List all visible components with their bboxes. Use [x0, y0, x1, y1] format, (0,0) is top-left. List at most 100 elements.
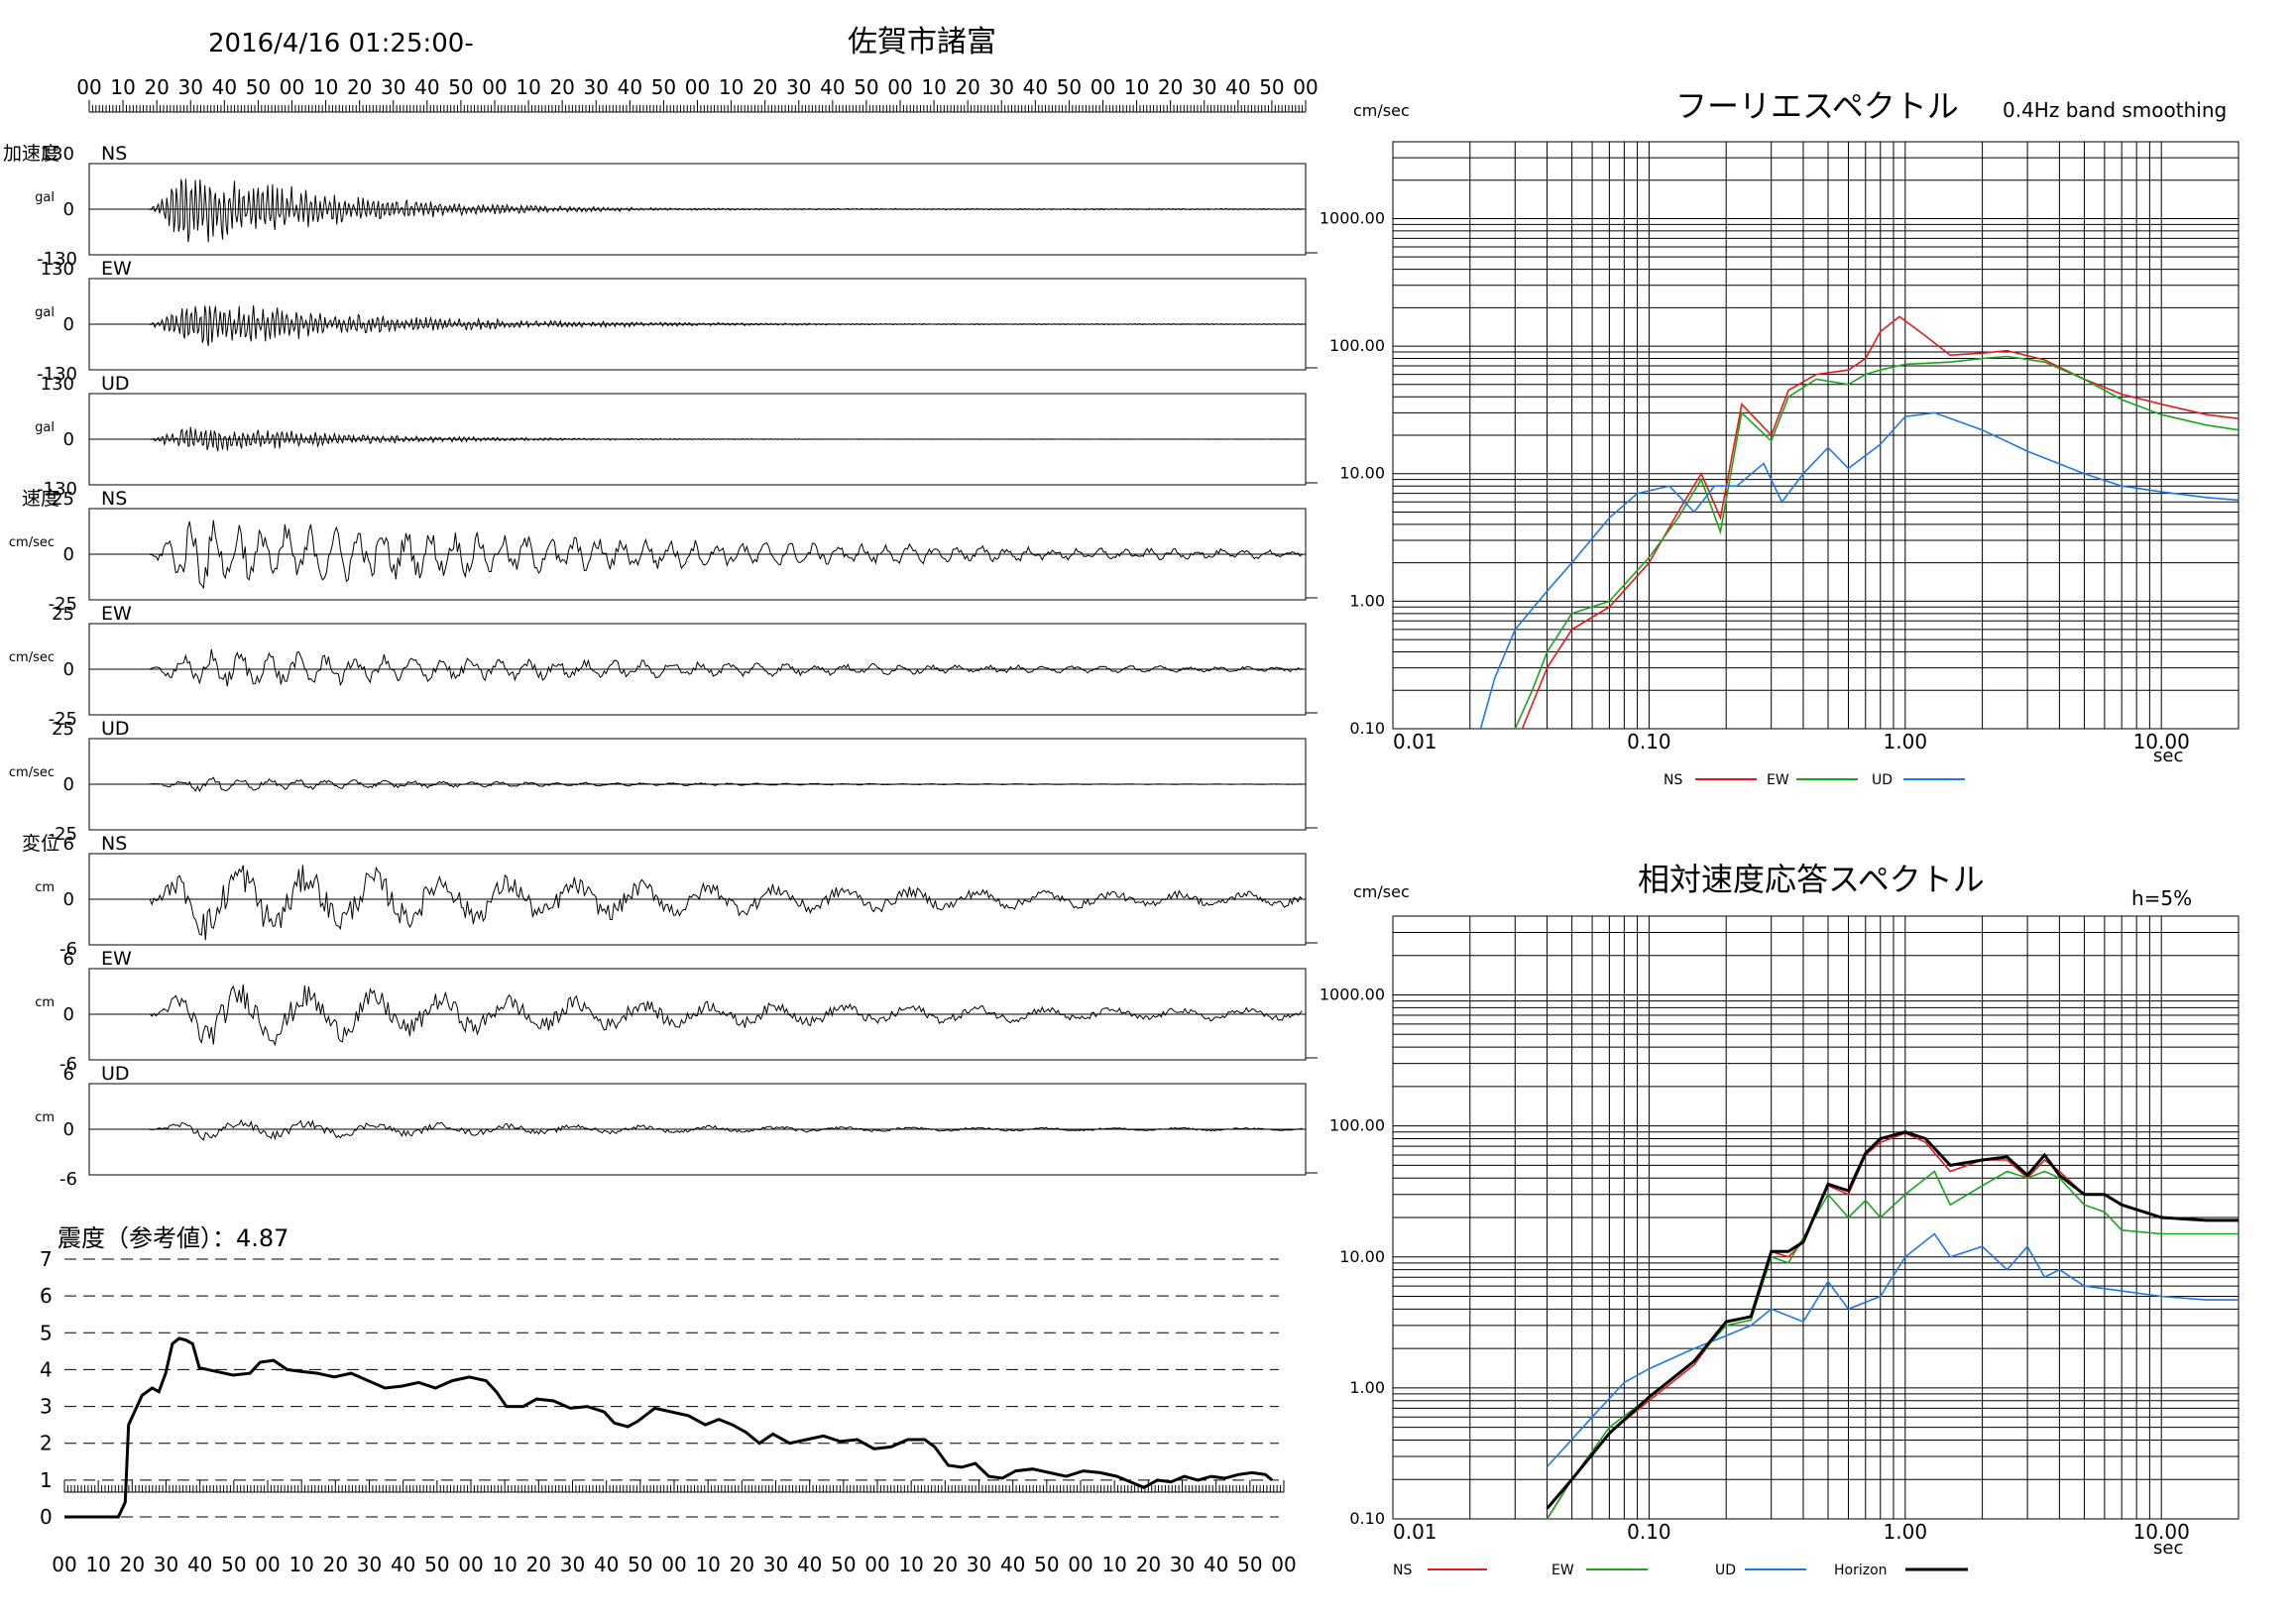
- panel-unit-label: gal: [35, 190, 55, 205]
- panel-component-label: EW: [101, 258, 132, 280]
- ytick-label: 1000.00: [1320, 985, 1385, 1004]
- fourier-subtitle: 0.4Hz band smoothing: [2003, 98, 2227, 122]
- time-tick-label: 40: [212, 75, 237, 99]
- waveform-trace: [89, 984, 1303, 1047]
- time-tick-label: 00: [76, 75, 101, 99]
- intensity-ytick-label: 6: [40, 1284, 53, 1308]
- intensity-ytick-label: 3: [40, 1395, 53, 1419]
- response-legend: NS EW UD Horizon: [1393, 1563, 1968, 1578]
- time-tick-label: 10: [1124, 75, 1149, 99]
- panel-ymin-label: -130: [37, 479, 77, 500]
- panel-ymax-label: 130: [41, 144, 74, 165]
- panel-unit-label: cm/sec: [9, 650, 55, 665]
- panel-ymin-label: -130: [37, 249, 77, 270]
- time-tick-label: 50: [1057, 75, 1082, 99]
- time-tick-label: 20: [549, 75, 574, 99]
- series-line-ew: [1546, 1170, 2239, 1520]
- time-tick-label: 20: [347, 75, 372, 99]
- panel-ymax-label: 6: [63, 949, 74, 970]
- fourier-xlabel: sec: [2153, 746, 2183, 766]
- ytick-label: 0.10: [1349, 1509, 1385, 1528]
- time-tick-label: 00: [685, 75, 710, 99]
- time-tick-label: 50: [854, 75, 878, 99]
- ytick-label: 10.00: [1339, 1247, 1385, 1266]
- waveform-panel-disp-ud: 6 0 -6 cm UD: [35, 1063, 1318, 1190]
- time-tick-label: 50: [651, 75, 676, 99]
- time-tick-label: 50: [221, 1553, 246, 1576]
- time-tick-label: 00: [864, 1553, 889, 1576]
- time-tick-label: 00: [887, 75, 912, 99]
- xtick-label: 1.00: [1884, 730, 1928, 754]
- time-tick-label: 00: [52, 1553, 76, 1576]
- panel-group-label: 速度: [22, 488, 59, 510]
- waveform-panel-accel-ns: 130 0 -130 gal NS 加速度: [3, 143, 1318, 270]
- time-tick-label: 20: [1158, 75, 1183, 99]
- panel-zero-label: 0: [63, 659, 74, 680]
- time-tick-label: 00: [1091, 75, 1115, 99]
- time-tick-label: 20: [120, 1553, 145, 1576]
- ytick-label: 10.00: [1339, 464, 1385, 483]
- xtick-label: 0.01: [1393, 730, 1437, 754]
- legend-label-ns: NS: [1664, 772, 1682, 788]
- time-tick-label: 10: [921, 75, 946, 99]
- panel-ymax-label: 130: [41, 259, 74, 280]
- time-tick-label: 20: [526, 1553, 551, 1576]
- time-tick-label: 30: [763, 1553, 788, 1576]
- time-tick-label: 50: [831, 1553, 856, 1576]
- panel-component-label: UD: [101, 373, 130, 395]
- waveform-panel-accel-ud: 130 0 -130 gal UD: [35, 373, 1318, 500]
- time-tick-label: 20: [323, 1553, 348, 1576]
- time-tick-label: 20: [933, 1553, 958, 1576]
- xtick-label: 10.00: [2133, 1520, 2190, 1544]
- waveform-panels: 1300-130galNS加速度1300-130galEW1300-130gal…: [3, 143, 1318, 1190]
- panel-component-label: EW: [101, 603, 132, 625]
- time-tick-label: 10: [313, 75, 338, 99]
- waveform-panel-vel-ud: 25 0 -25 cm/sec UD: [9, 718, 1318, 845]
- time-tick-label: 00: [458, 1553, 483, 1576]
- time-tick-label: 20: [955, 75, 979, 99]
- panel-zero-label: 0: [63, 1119, 74, 1140]
- waveform-trace: [89, 178, 1304, 243]
- panel-unit-label: cm: [35, 995, 55, 1010]
- panel-ymin-label: -6: [59, 1054, 77, 1075]
- time-tick-label: 10: [492, 1553, 517, 1576]
- waveform-trace: [89, 648, 1303, 687]
- panel-unit-label: gal: [35, 305, 55, 320]
- panel-zero-label: 0: [63, 544, 74, 565]
- panel-ymin-label: -130: [37, 364, 77, 385]
- panel-component-label: UD: [101, 718, 130, 740]
- time-tick-label: 30: [178, 75, 203, 99]
- time-tick-label: 40: [1204, 1553, 1228, 1576]
- time-tick-label: 20: [1136, 1553, 1161, 1576]
- time-tick-label: 50: [424, 1553, 449, 1576]
- time-tick-label: 10: [516, 75, 540, 99]
- ytick-label: 0.10: [1349, 719, 1385, 738]
- time-tick-label: 30: [381, 75, 405, 99]
- time-tick-label: 20: [730, 1553, 754, 1576]
- intensity-ytick-label: 4: [40, 1357, 53, 1381]
- time-tick-label: 00: [1068, 1553, 1092, 1576]
- fourier-ylabel: cm/sec: [1353, 101, 1410, 120]
- time-tick-label: 00: [255, 1553, 280, 1576]
- panel-ymax-label: 130: [41, 374, 74, 395]
- xtick-label: 0.01: [1393, 1520, 1437, 1544]
- panel-zero-label: 0: [63, 199, 74, 220]
- panel-ymin-label: -6: [59, 939, 77, 960]
- panel-component-label: NS: [101, 143, 127, 165]
- panel-ymin-label: -25: [49, 709, 77, 730]
- xtick-label: 0.10: [1627, 730, 1671, 754]
- time-tick-label: 40: [1225, 75, 1250, 99]
- ytick-label: 1.00: [1349, 1378, 1385, 1397]
- record-datetime: 2016/4/16 01:25:00-: [208, 29, 474, 58]
- waveform-panel-vel-ew: 25 0 -25 cm/sec EW: [9, 603, 1318, 730]
- time-tick-label: 30: [154, 1553, 178, 1576]
- velocity-response-spectrum-chart: 0.10 1.00 10.00 100.00 1000.00 0.01 0.10 1.00 10…: [1320, 915, 2239, 1544]
- time-tick-label: 50: [1259, 75, 1284, 99]
- waveform-panel-disp-ns: 6 0 -6 cm NS 変位: [22, 833, 1318, 960]
- time-axis-top: 00 10 20 30 40 50 00 10 20 30 40 50 00 10 20 30 40 50 00 10…: [76, 75, 1319, 113]
- time-tick-label: 10: [85, 1553, 110, 1576]
- response-title: 相対速度応答スペクトル: [1638, 861, 1985, 898]
- panel-zero-label: 0: [63, 1004, 74, 1025]
- intensity-ytick-label: 7: [40, 1247, 53, 1271]
